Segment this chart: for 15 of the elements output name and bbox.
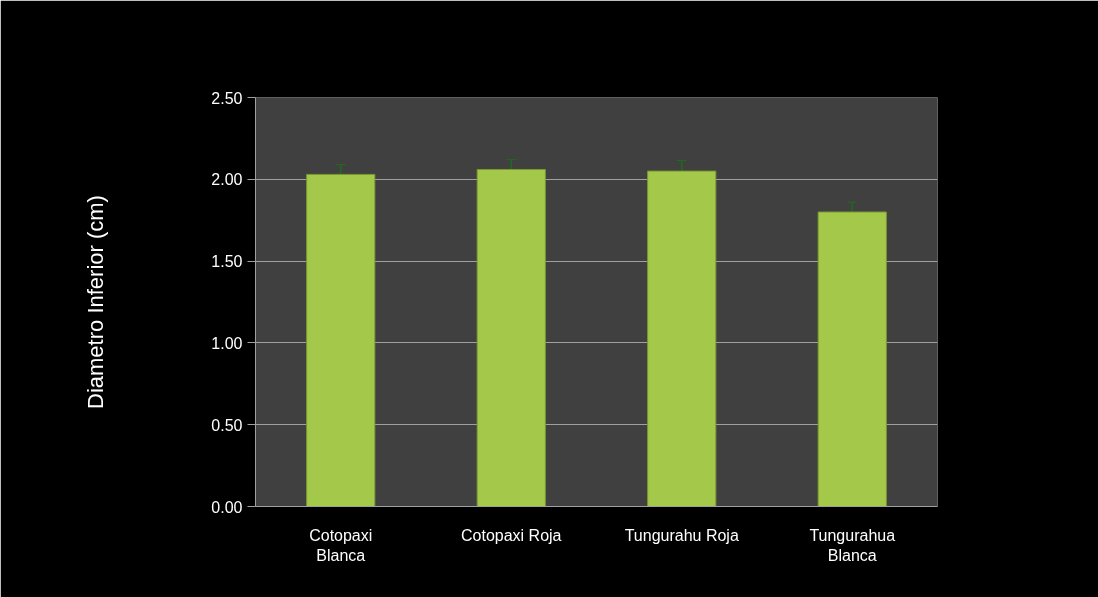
y-axis-title: Diametro Inferior (cm) xyxy=(83,195,109,409)
y-tick-label: 0.50 xyxy=(211,416,243,434)
y-tick-label: 2.50 xyxy=(211,89,243,107)
x-tick-label: Cotopaxi Blanca xyxy=(309,526,373,564)
x-tick-label: Tungurahu Roja xyxy=(624,526,739,544)
y-tick-label: 1.00 xyxy=(211,334,243,352)
x-tick-label: Cotopaxi Roja xyxy=(461,526,562,544)
bar xyxy=(306,173,376,507)
bar xyxy=(817,211,887,507)
y-tick-label: 1.50 xyxy=(211,253,243,271)
y-tick-label: 0.00 xyxy=(211,498,243,516)
x-tick-label: Tungurahua Blanca xyxy=(809,526,896,564)
bar xyxy=(476,168,546,507)
y-tick-label: 2.00 xyxy=(211,171,243,189)
bar xyxy=(647,170,717,507)
